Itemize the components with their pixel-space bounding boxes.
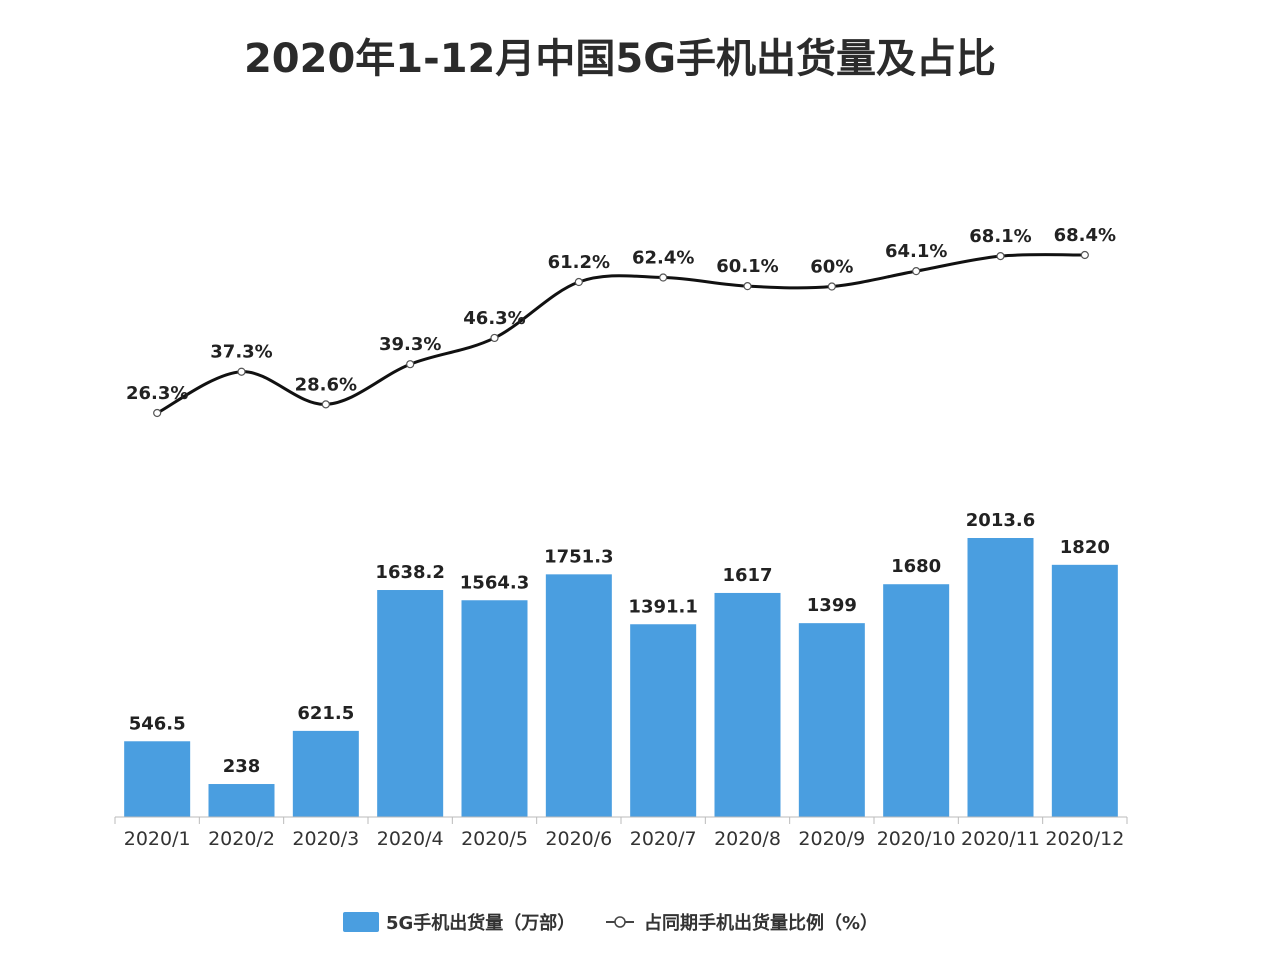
pct-point <box>321 400 330 409</box>
tick-labels-group: 2020/1 2020/2 2020/3 2020/4 2020/5 2020/6 2020… <box>124 828 1125 850</box>
pct-value-label: 28.6% <box>295 374 357 395</box>
bar-value-label: 621.5 <box>297 703 354 724</box>
bar-2020/5 <box>461 600 528 817</box>
pct-value-label: 60.1% <box>716 256 778 277</box>
pct-value-label: 61.2% <box>548 252 610 273</box>
pct-point <box>912 267 921 276</box>
bar-2020/12 <box>1051 564 1118 817</box>
x-tick-label: 2020/6 <box>545 828 612 850</box>
pct-value-label: 37.3% <box>210 342 272 363</box>
bars-group <box>124 538 1118 817</box>
pct-points-group <box>153 250 1089 418</box>
bar-value-label: 1617 <box>722 565 772 586</box>
pct-value-label: 26.3% <box>126 383 188 404</box>
bar-2020/2 <box>208 784 275 817</box>
pct-point <box>406 360 415 369</box>
pct-value-label: 46.3% <box>463 308 525 329</box>
bar-2020/3 <box>292 730 359 817</box>
x-tick-label: 2020/1 <box>124 828 191 850</box>
x-tick-label: 2020/2 <box>208 828 275 850</box>
bar-value-label: 1564.3 <box>460 572 529 593</box>
x-tick-label: 2020/5 <box>461 828 528 850</box>
x-tick-label: 2020/9 <box>798 828 865 850</box>
bar-2020/10 <box>883 584 950 817</box>
pct-value-label: 62.4% <box>632 248 694 269</box>
pct-value-label: 39.3% <box>379 334 441 355</box>
pct-point <box>659 273 668 282</box>
legend: 5G手机出货量（万部） 占同期手机出货量比例（%） <box>343 912 878 934</box>
bar-value-label: 1638.2 <box>375 562 444 583</box>
pct-point <box>743 282 752 291</box>
pct-labels-group: 26.3% 37.3% 28.6% 39.3% 46.3% 61.2% 62.4% 60.1%… <box>126 225 1116 404</box>
bar-2020/9 <box>798 623 865 817</box>
pct-line <box>156 253 1085 415</box>
pct-value-label: 68.4% <box>1054 225 1116 246</box>
bar-value-label: 2013.6 <box>966 510 1035 531</box>
bar-value-label: 1680 <box>891 556 941 577</box>
bar-2020/11 <box>967 538 1034 817</box>
legend-bar-label: 5G手机出货量（万部） <box>386 912 575 934</box>
x-tick-label: 2020/7 <box>630 828 697 850</box>
bar-value-label: 1399 <box>807 595 857 616</box>
bar-value-label: 1820 <box>1060 537 1110 558</box>
x-tick-label: 2020/12 <box>1045 828 1124 850</box>
bar-2020/7 <box>630 624 697 817</box>
bar-value-label: 1391.1 <box>628 596 697 617</box>
pct-point <box>237 367 246 376</box>
bar-2020/1 <box>124 741 191 817</box>
bar-value-label: 546.5 <box>129 713 186 734</box>
x-tick-label: 2020/4 <box>377 828 444 850</box>
legend-bar-swatch <box>343 912 379 932</box>
bar-value-label: 238 <box>223 756 261 777</box>
pct-value-label: 64.1% <box>885 241 947 262</box>
chart-title: 2020年1-12月中国5G手机出货量及占比 <box>244 36 996 82</box>
bar-value-label: 1751.3 <box>544 546 613 567</box>
x-tick-label: 2020/11 <box>961 828 1040 850</box>
x-tick-label: 2020/10 <box>877 828 956 850</box>
pct-point <box>490 333 499 343</box>
x-tick-label: 2020/8 <box>714 828 781 850</box>
bar-2020/8 <box>714 592 781 817</box>
bar-2020/6 <box>545 574 612 817</box>
pct-value-label: 60% <box>810 257 853 278</box>
pct-point <box>1080 250 1089 260</box>
bar-2020/4 <box>377 590 444 817</box>
legend-line-marker <box>614 916 626 928</box>
pct-point <box>153 408 162 418</box>
x-tick-label: 2020/3 <box>292 828 359 850</box>
ticks-group <box>114 817 1128 824</box>
bar-labels-group: 546.5 238 621.5 1638.2 1564.3 1751.3 1391.1 161… <box>129 510 1110 777</box>
pct-point <box>574 277 583 287</box>
legend-line-label: 占同期手机出货量比例（%） <box>644 912 878 934</box>
pct-value-label: 68.1% <box>969 226 1031 247</box>
pct-point <box>827 282 836 291</box>
pct-point <box>996 252 1005 261</box>
